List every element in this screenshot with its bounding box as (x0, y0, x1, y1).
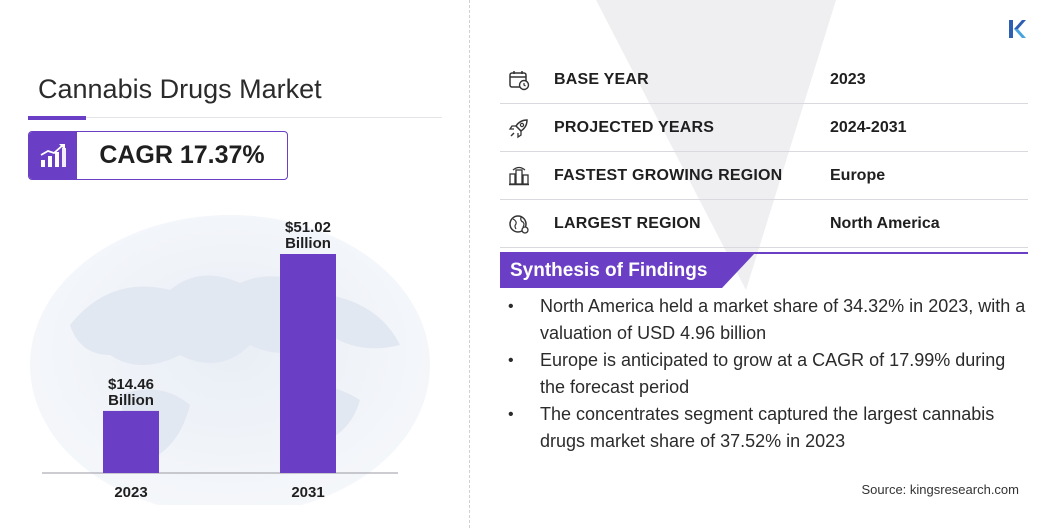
info-value: 2024-2031 (830, 119, 907, 136)
data-label-value: $14.46 (108, 376, 154, 393)
x-tick-label: 2023 (114, 484, 147, 501)
title-underline (28, 117, 442, 118)
list-item: • Europe is anticipated to grow at a CAGR… (508, 347, 1028, 401)
cagr-badge: CAGR 17.37% (28, 131, 288, 180)
city-region-icon (509, 166, 529, 186)
bullet-icon: • (508, 406, 514, 423)
bullet-icon: • (508, 352, 514, 369)
globe-icon (509, 215, 529, 234)
info-value: North America (830, 215, 940, 232)
info-label: LARGEST REGION (554, 215, 701, 232)
finding-text: Europe is anticipated to grow at a CAGR … (540, 350, 1006, 397)
data-label-value: $51.02 (285, 219, 331, 236)
bar-2031 (280, 254, 336, 473)
rocket-icon (508, 119, 528, 139)
info-label: PROJECTED YEARS (554, 119, 715, 136)
info-row-largest-region: LARGEST REGION North America (500, 200, 1028, 248)
data-label-unit: Billion (108, 392, 154, 409)
synthesis-header-shape (500, 254, 754, 288)
title-accent-bar (28, 116, 86, 120)
list-item: • North America held a market share of 34… (508, 293, 1028, 347)
bar-2023 (103, 410, 159, 473)
info-row-base-year: BASE YEAR 2023 (500, 56, 1028, 104)
growth-chart-icon (29, 132, 77, 179)
info-value: 2023 (830, 71, 866, 88)
source-note: Source: kingsresearch.com (861, 482, 1019, 497)
kings-research-logo-icon (1009, 20, 1026, 38)
page-title: Cannabis Drugs Market (38, 74, 322, 104)
x-tick-label: 2031 (291, 484, 324, 501)
data-label-unit: Billion (285, 235, 331, 252)
finding-text: North America held a market share of 34.… (540, 296, 1026, 343)
background-triangle-shape (596, 0, 836, 290)
synthesis-header: Synthesis of Findings (500, 254, 754, 288)
info-label: BASE YEAR (554, 71, 649, 88)
finding-text: The concentrates segment captured the la… (540, 404, 995, 451)
info-label: FASTEST GROWING REGION (554, 167, 783, 184)
bullet-icon: • (508, 298, 514, 315)
findings-list: • North America held a market share of 34… (508, 293, 1028, 455)
cagr-value: CAGR 17.37% (99, 141, 265, 169)
list-item: • The concentrates segment captured the l… (508, 401, 1028, 455)
info-row-fastest-growing-region: FASTEST GROWING REGION Europe (500, 152, 1028, 200)
synthesis-title: Synthesis of Findings (510, 260, 708, 281)
info-value: Europe (830, 167, 886, 184)
vertical-divider (469, 0, 470, 528)
info-row-projected-years: PROJECTED YEARS 2024-2031 (500, 104, 1028, 152)
key-facts-table: BASE YEAR 2023 PROJECTED YEARS 2024-2031… (500, 56, 1028, 248)
calendar-icon (509, 71, 530, 91)
synthesis-rule (500, 252, 1028, 254)
